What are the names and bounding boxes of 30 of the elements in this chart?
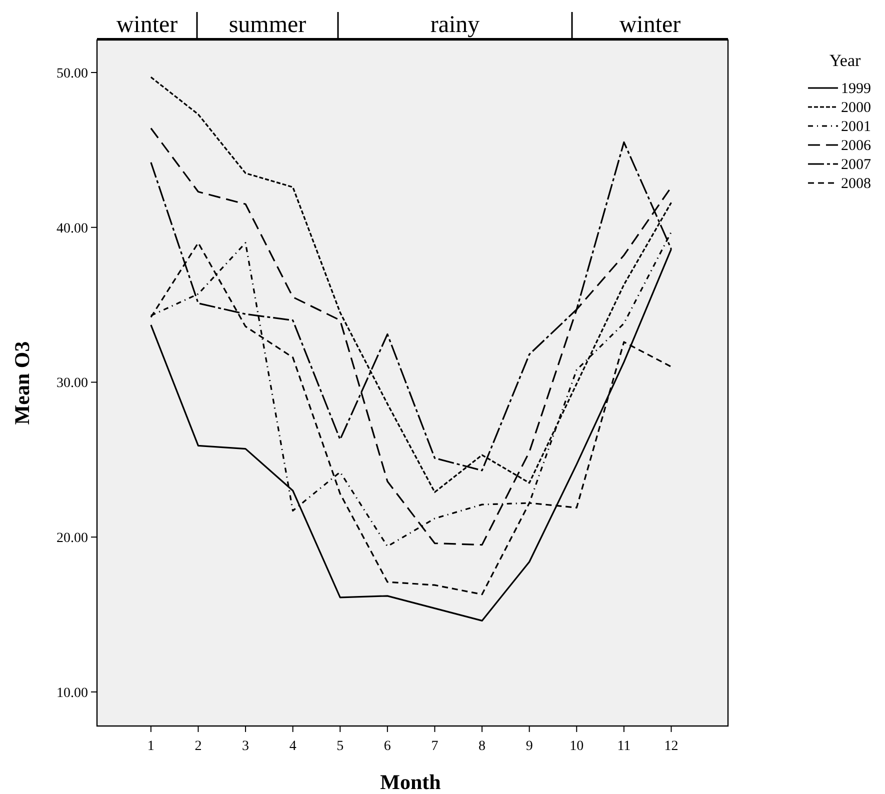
text: winter — [619, 12, 681, 38]
x-axis-title: Month — [380, 770, 442, 794]
x-tick-label: 4 — [289, 739, 296, 754]
x-tick-label: 8 — [478, 739, 486, 754]
x-tick-label: 11 — [617, 739, 631, 754]
legend-label: 2007 — [841, 157, 872, 173]
x-tick-label: 9 — [526, 739, 533, 754]
x-tick-label: 5 — [336, 739, 344, 754]
x-tick-label: 12 — [664, 739, 678, 754]
text: rainy — [430, 12, 480, 38]
y-tick-label: 10.00 — [56, 686, 88, 701]
x-tick-label: 6 — [384, 739, 391, 754]
legend-title: Year — [829, 51, 861, 70]
x-tick-label: 1 — [147, 739, 154, 754]
y-tick-label: 40.00 — [56, 221, 88, 236]
text: summer — [228, 12, 306, 38]
legend-label: 2000 — [841, 100, 871, 116]
y-axis-title: Mean O3 — [10, 341, 34, 425]
x-tick-label: 3 — [242, 739, 250, 754]
legend-label: 2006 — [841, 138, 872, 154]
text: winter — [116, 12, 178, 38]
legend-label: 2008 — [841, 176, 871, 192]
x-tick-label: 2 — [194, 739, 202, 754]
y-tick-label: 50.00 — [56, 66, 88, 82]
x-tick-label: 7 — [431, 739, 438, 754]
legend-label: 1999 — [841, 81, 871, 97]
y-tick-label: 30.00 — [56, 376, 88, 392]
x-tick-label: 10 — [570, 739, 584, 754]
y-tick-label: 20.00 — [56, 531, 88, 546]
legend-label: 2001 — [841, 119, 871, 135]
